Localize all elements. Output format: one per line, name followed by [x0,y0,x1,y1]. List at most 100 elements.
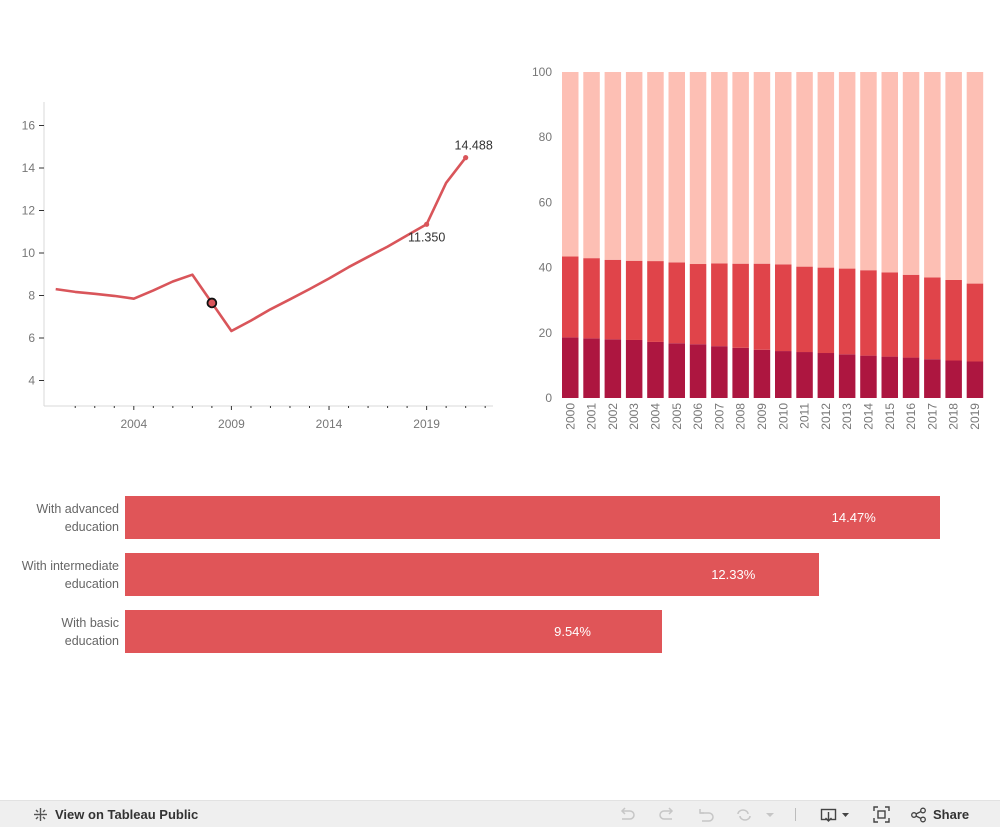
stacked-bar-segment [711,72,728,264]
stacked-bar-segment [668,343,685,398]
stacked-bar-segment [711,263,728,347]
stacked-bar-segment [647,72,664,262]
x-tick-label: 2000 [563,403,577,430]
stacked-bar-segment [647,261,664,342]
redo-button[interactable] [658,801,676,828]
share-button[interactable]: Share [910,801,969,828]
stacked-bar-segment [817,353,835,398]
stacked-bar-segment [838,268,856,355]
y-tick-label: 80 [539,130,553,144]
revert-button[interactable] [697,801,715,828]
line-chart: 4 6 8 10 12 14 16 2004 2009 2014 2019 14.488 11.350 [22,102,493,431]
stacked-bar-segment [604,72,622,260]
stacked-bar-segment [753,72,771,264]
x-tick-label: 2019 [968,403,982,430]
stacked-bar-segment [902,357,920,398]
stacked-bar-segment [945,360,962,398]
stacked-bar-segment [668,72,685,263]
x-tick-label: 2018 [947,403,961,430]
stacked-bar-segment [583,72,600,259]
download-icon [820,807,850,823]
chevron-down-icon [765,810,775,820]
hbar-value-label: 9.54% [554,624,591,639]
y-tick-label: 40 [539,261,553,275]
series-line [55,156,467,333]
hbar-row: With intermediate education 12.33% [0,553,1000,596]
x-tick-label: 2003 [627,403,641,430]
x-tick-label: 2012 [819,403,833,430]
stacked-bar-segment [796,352,813,398]
refresh-menu-button[interactable] [765,801,775,828]
stacked-bar-segment [775,72,792,265]
stacked-bar-segment [860,72,877,271]
view-on-tableau-link[interactable]: View on Tableau Public [32,801,198,828]
highlighted-point [206,297,218,309]
stacked-bar-segment [966,361,984,398]
download-button[interactable] [820,801,850,828]
undo-button[interactable] [618,801,636,828]
x-tick-label: 2001 [585,403,599,430]
stacked-bar-segment [583,258,600,339]
stacked-bar-segment [881,356,898,398]
x-tick-label: 2009 [755,403,769,430]
hbar-category-label: With advanced education [1,496,119,539]
x-tick-label: 2004 [120,417,147,431]
hbar-category-label-line: education [64,576,119,591]
y-tick-label: 6 [28,331,35,345]
view-on-tableau-label: View on Tableau Public [55,807,199,822]
y-tick-label: 60 [539,195,553,209]
fullscreen-icon [873,806,890,823]
y-tick-label: 0 [545,391,552,405]
x-tick-label: 2011 [798,403,812,429]
hbar-category-label-line: education [64,519,119,534]
x-tick-label: 2009 [218,417,245,431]
stacked-bar-segment [732,347,749,398]
stacked-bar-segment [689,264,707,345]
hbar-bar [125,553,820,596]
stacked-bar-segment [775,264,792,352]
hbar-value-label: 14.47% [831,510,876,525]
x-tick-label: 2014 [861,403,875,430]
stacked-bar-segment [924,277,941,360]
stacked-bar-segment [625,260,643,340]
refresh-icon [735,807,753,823]
stacked-bar-segment [966,283,984,362]
hbar-value-label: 12.33% [711,567,756,582]
toolbar-divider [795,808,796,821]
stacked-bar-segment [604,339,622,398]
stacked-bar-segment [902,274,920,358]
y-tick-label: 12 [22,204,36,218]
y-tick-label: 20 [539,326,553,340]
stacked-bar-segment [689,72,707,265]
stacked-bar-segment [732,72,749,264]
hbar-bar [125,610,663,653]
stacked-bar-segment [689,344,707,398]
share-label: Share [933,807,970,822]
stacked-bar-chart: 0 20 40 60 80 100 2000 2001 2002 2003 2004 2005 2006… [532,65,984,430]
stacked-bar-segment [562,72,579,257]
fullscreen-button[interactable] [873,801,890,828]
x-tick-label: 2008 [734,403,748,430]
stacked-bar-segment [583,338,600,398]
stacked-bar-segment [838,354,856,398]
stacked-bar-segment [924,359,941,398]
annotated-point [424,221,430,227]
stacked-bar-segment [966,72,984,284]
annotation-label: 11.350 [408,230,445,244]
x-tick-label: 2006 [691,403,705,430]
x-tick-label: 2005 [670,403,684,430]
tableau-logo-icon [32,806,49,823]
stacked-bar-segment [881,72,898,273]
undo-icon [618,806,636,823]
redo-icon [658,806,676,823]
revert-icon [697,807,715,823]
y-tick-label: 8 [28,289,35,303]
stacked-bar-segment [647,341,664,398]
stacked-bar-segment [562,256,579,338]
hbar-row: With advanced education 14.47% [0,496,1000,539]
x-tick-label: 2017 [925,403,939,430]
horizontal-bar-chart: With advanced education 14.47% With interme… [0,490,1000,670]
stacked-bar-segment [924,72,941,278]
refresh-button[interactable] [735,801,753,828]
stacked-bar-segment [625,339,643,398]
